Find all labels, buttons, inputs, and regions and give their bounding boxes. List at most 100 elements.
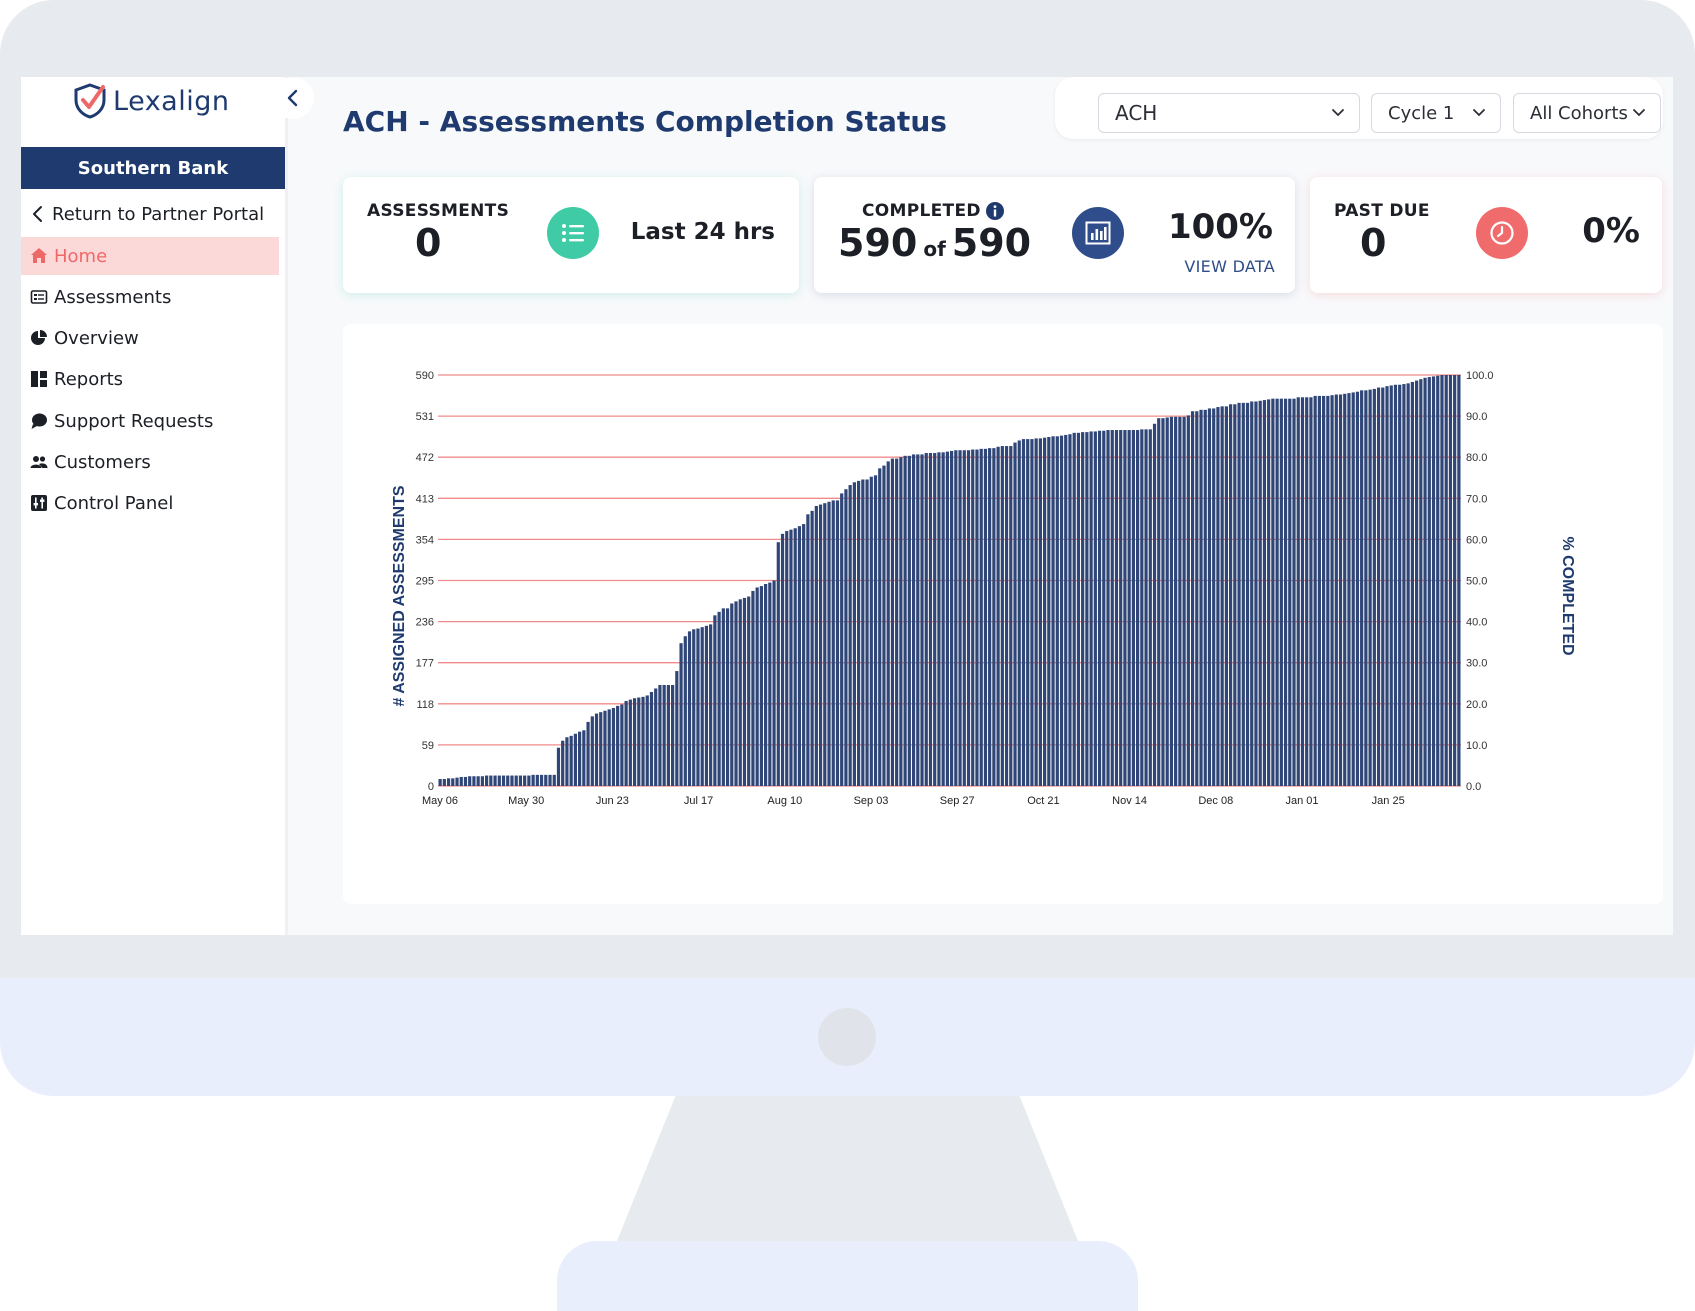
completed-card-header: COMPLETED	[862, 201, 1004, 221]
assessments-card-value: 0	[415, 221, 442, 265]
collapse-sidebar-button[interactable]	[272, 77, 314, 119]
x-tick-label: Jan 25	[1372, 795, 1405, 807]
cohort-select[interactable]: All Cohorts	[1513, 93, 1661, 133]
chart-bar	[882, 465, 886, 786]
chart-bar	[1427, 377, 1431, 786]
chart-bar	[1081, 432, 1085, 786]
chart-bar	[933, 453, 937, 786]
chart-bar	[1152, 423, 1157, 786]
chart-bar	[852, 482, 856, 786]
y2-tick-label: 10.0	[1466, 740, 1487, 752]
chart-bar	[666, 684, 670, 786]
chart-bar	[1258, 400, 1262, 786]
sidebar-item-control-panel[interactable]: Control Panel	[21, 484, 279, 522]
sidebar-item-customers[interactable]: Customers	[21, 443, 279, 481]
chart-bar	[928, 453, 933, 786]
chart-bar	[1275, 398, 1279, 786]
return-to-partner-portal-link[interactable]: Return to Partner Portal	[21, 195, 279, 233]
cycle-select[interactable]: Cycle 1	[1371, 93, 1501, 133]
chart-bar	[1207, 408, 1212, 786]
chart-bar	[442, 779, 446, 786]
chevron-down-icon	[1633, 109, 1645, 117]
chart-bar	[907, 455, 911, 786]
chart-bar	[1076, 432, 1081, 786]
cycle-select-value: Cycle 1	[1388, 102, 1455, 124]
chart-bar	[607, 709, 611, 786]
chart-bar	[827, 501, 831, 786]
chart-bar	[658, 684, 662, 786]
chart-bar	[531, 774, 535, 786]
chat-bubble-icon	[31, 413, 47, 429]
chart-bar	[1186, 415, 1190, 786]
logo[interactable]: Lexalign	[73, 81, 229, 121]
chart-bar	[594, 713, 599, 786]
y2-tick-label: 80.0	[1466, 452, 1487, 464]
app-screen: Lexalign Southern Bank Return to Partner…	[21, 77, 1673, 935]
sidebar-item-assessments[interactable]: Assessments	[21, 278, 279, 316]
chart-bar	[1097, 430, 1102, 786]
chart-bar	[996, 446, 1000, 786]
chart-bar	[1199, 409, 1203, 786]
chart-bar	[772, 580, 776, 786]
chart-bar	[649, 691, 654, 786]
y-tick-label: 118	[416, 699, 434, 711]
y-tick-label: 354	[416, 534, 434, 546]
chart-bar	[632, 698, 637, 786]
y-tick-label: 295	[416, 576, 434, 588]
chart-bar	[895, 458, 899, 786]
chart-bar	[848, 485, 852, 786]
x-tick-label: Jan 01	[1285, 795, 1318, 807]
chart-bar	[1068, 434, 1072, 786]
chart-bar	[552, 774, 556, 786]
chart-bar	[1410, 381, 1414, 786]
chart-bar	[1415, 380, 1419, 786]
chart-bar	[810, 510, 814, 786]
chart-bar	[590, 716, 594, 786]
chart-bar	[535, 774, 539, 786]
past-due-card-label: PAST DUE	[1334, 201, 1430, 221]
y2-axis-label: % COMPLETED	[1559, 536, 1576, 655]
list-icon	[562, 224, 584, 242]
chart-bar	[886, 461, 890, 786]
sidebar-item-reports[interactable]: Reports	[21, 360, 279, 398]
chart-bar	[696, 628, 700, 786]
chart-bar	[1381, 387, 1385, 786]
chart-bar	[1283, 398, 1288, 786]
chart-bar	[1267, 399, 1271, 786]
y2-tick-label: 50.0	[1466, 576, 1487, 588]
clock-icon	[1490, 221, 1514, 245]
chart-bar	[1347, 393, 1351, 786]
y-tick-label: 236	[416, 617, 434, 629]
users-icon	[30, 456, 48, 468]
chart-bar	[480, 776, 484, 786]
sidebar-item-overview[interactable]: Overview	[21, 319, 279, 357]
x-tick-label: May 30	[508, 795, 544, 807]
chart-bar	[1051, 436, 1055, 786]
chart-bar	[1457, 375, 1461, 786]
sidebar-item-support-requests[interactable]: Support Requests	[21, 402, 279, 440]
chart-bar	[1343, 393, 1347, 786]
info-icon[interactable]	[985, 202, 1004, 220]
chart-bar	[1317, 395, 1321, 786]
assessments-card: ASSESSMENTS 0 Last 24 hrs	[343, 177, 799, 293]
chart-bar	[1360, 390, 1364, 786]
chart-bar	[561, 740, 565, 786]
chart-bar	[780, 533, 785, 786]
reports-icon	[31, 371, 47, 387]
chart-bar	[586, 721, 590, 786]
chart-bar	[941, 452, 945, 786]
sidebar: Lexalign Southern Bank Return to Partner…	[21, 77, 288, 935]
cohort-select-value: All Cohorts	[1530, 102, 1628, 124]
chart-bar	[818, 504, 823, 786]
chart-bar	[785, 531, 789, 786]
chart-bar	[1140, 429, 1144, 786]
y2-tick-label: 40.0	[1466, 617, 1487, 629]
sidebar-item-home[interactable]: Home	[21, 237, 279, 275]
product-select[interactable]: ACH	[1098, 93, 1360, 133]
completion-bar-chart: 0 0.0 59 10.0 118 20.0 177 30.0 236 40.0 295 50.0 35…	[391, 370, 1576, 807]
view-data-link[interactable]: VIEW DATA	[1184, 257, 1275, 276]
chart-bar	[966, 450, 971, 786]
sidebar-item-label: Home	[54, 245, 108, 267]
chart-bar	[1034, 438, 1038, 786]
chart-bar	[700, 627, 704, 786]
